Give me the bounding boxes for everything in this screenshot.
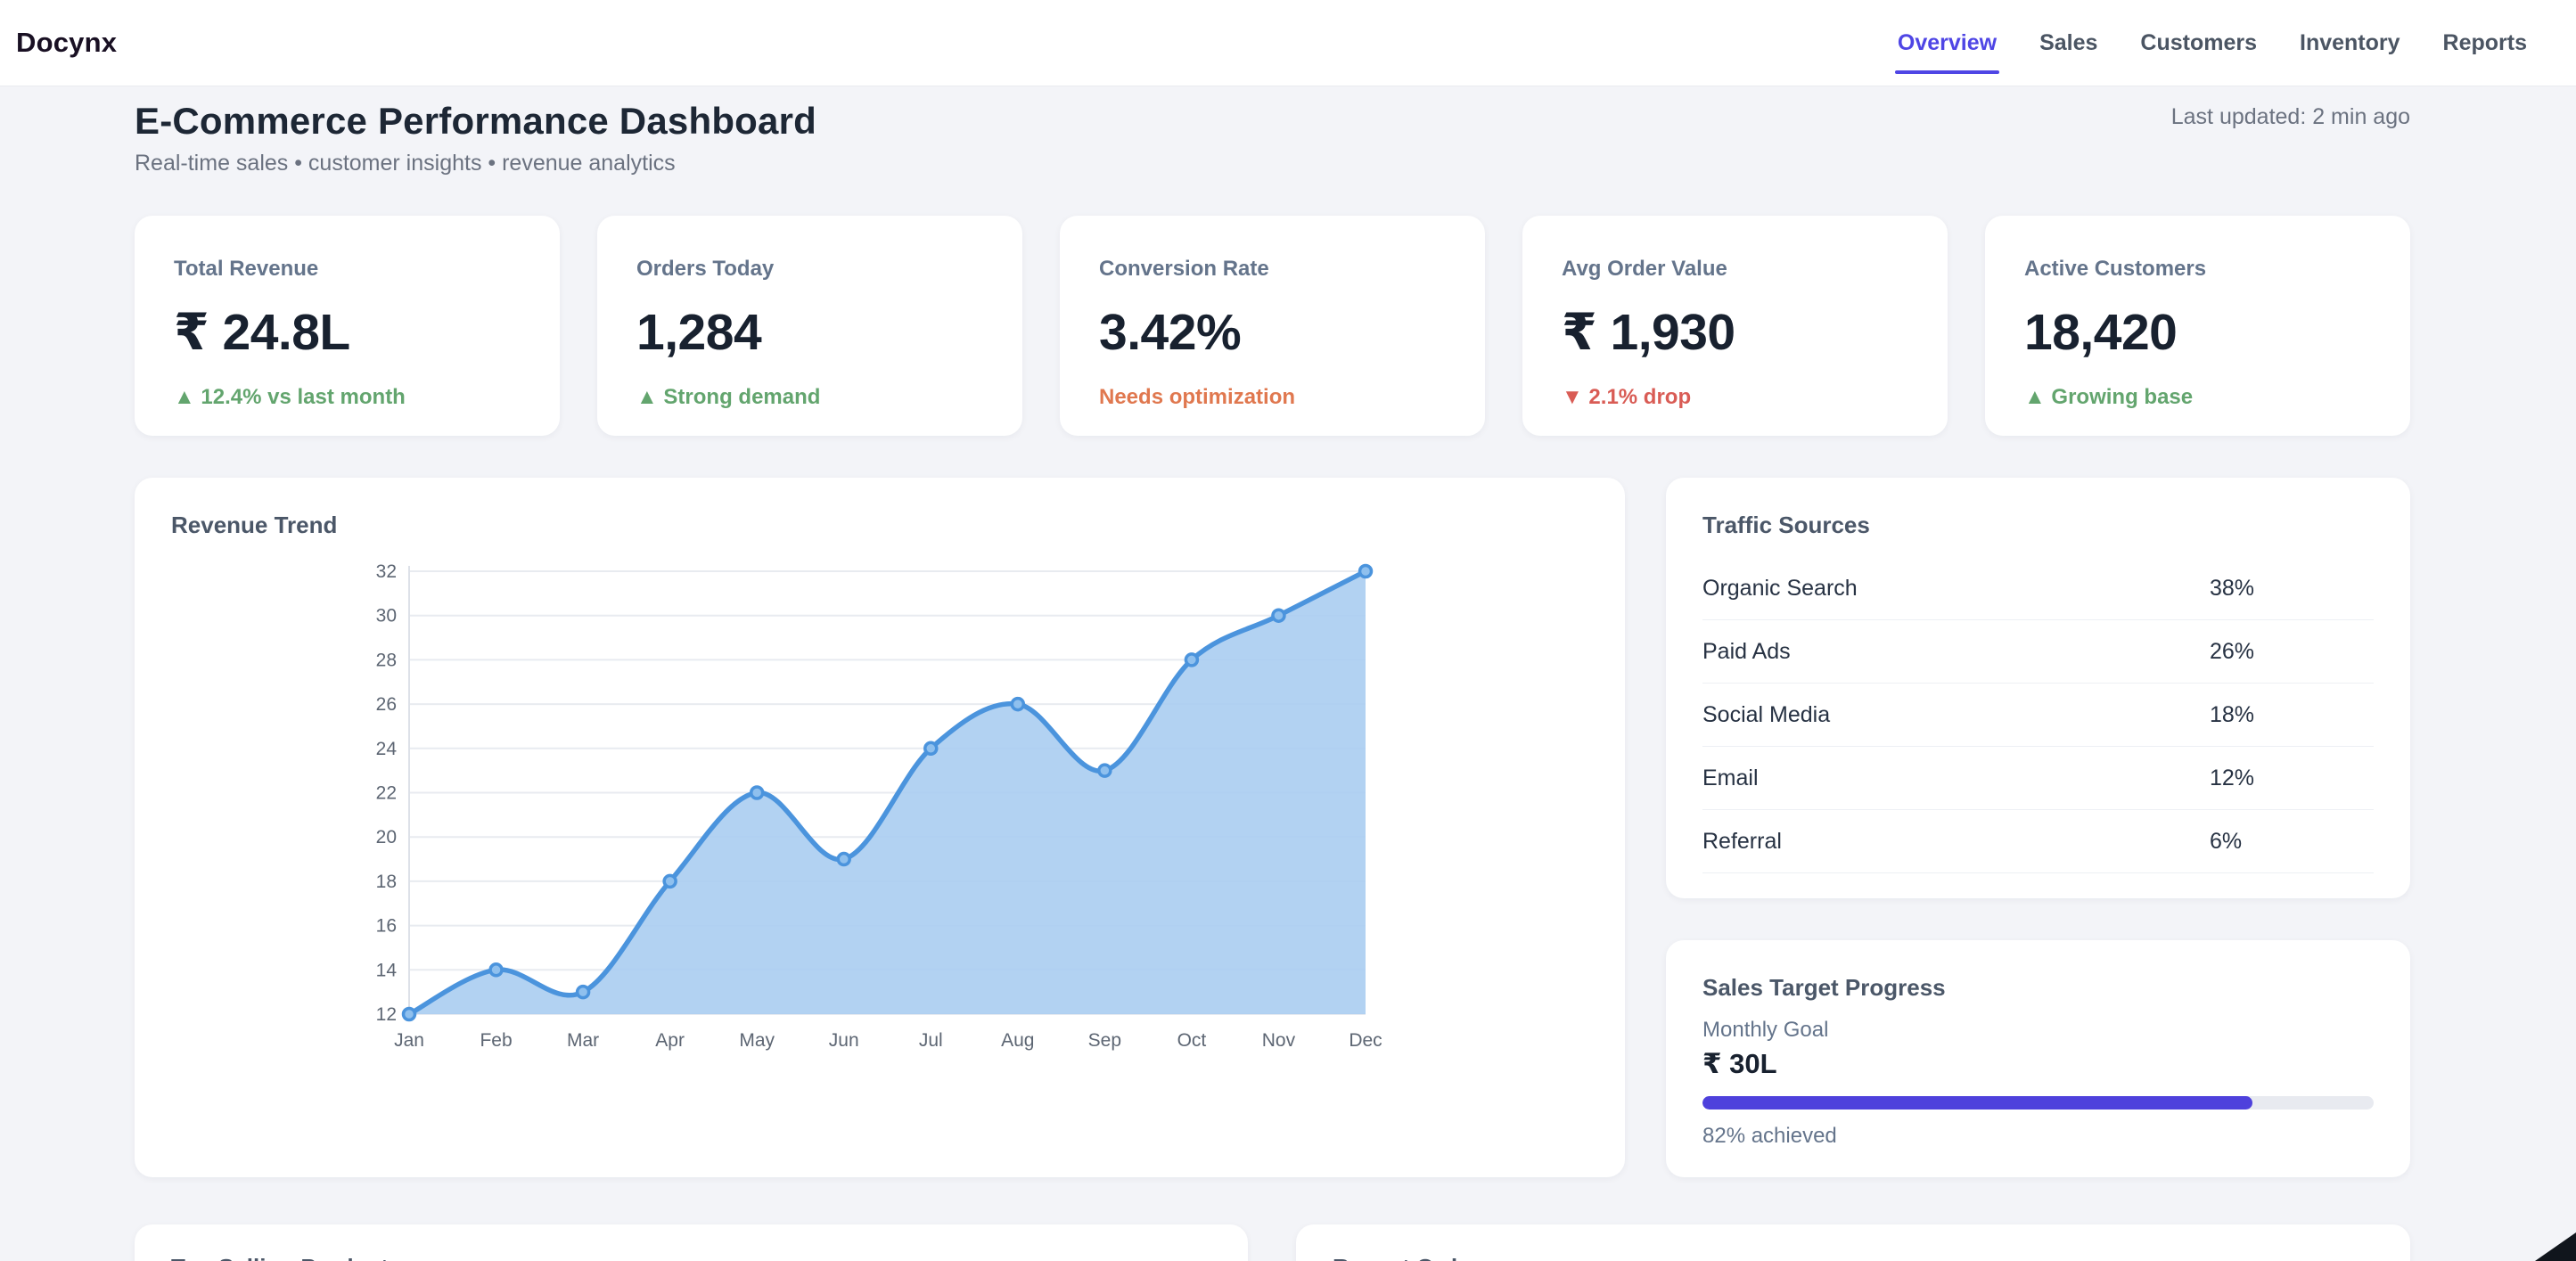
kpi-card: Orders Today 1,284 ▲ Strong demand bbox=[597, 216, 1022, 436]
traffic-source-percent: 12% bbox=[2210, 765, 2255, 790]
kpi-value: ₹ 1,930 bbox=[1562, 304, 1735, 361]
kpi-value: 1,284 bbox=[636, 304, 762, 361]
traffic-row: Referral 6% bbox=[1702, 810, 2374, 873]
top-selling-products-card: Top Selling Products bbox=[135, 1224, 1248, 1261]
revenue-trend-chart: 12 14 16 18 20 22 24 26 28 30 32 Jan Feb Mar Apr May Jun… bbox=[348, 553, 1391, 1066]
svg-text:12: 12 bbox=[376, 1004, 397, 1025]
svg-text:24: 24 bbox=[376, 739, 398, 759]
traffic-source-percent: 38% bbox=[2210, 575, 2255, 601]
traffic-source-percent: 6% bbox=[2210, 828, 2243, 854]
kpi-label: Total Revenue bbox=[174, 257, 319, 281]
traffic-source-percent: 26% bbox=[2210, 638, 2255, 664]
top-nav-bar: Docynx Overview Sales Customers Inventory Re… bbox=[0, 0, 2576, 86]
page-title: E-Commerce Performance Dashboard bbox=[135, 100, 816, 142]
traffic-sources-title: Traffic Sources bbox=[1702, 512, 1870, 538]
traffic-source-label: Organic Search bbox=[1702, 575, 1858, 601]
page-header: E-Commerce Performance Dashboard Real-ti… bbox=[135, 99, 2410, 176]
svg-text:30: 30 bbox=[376, 606, 397, 626]
top-selling-products-title: Top Selling Products bbox=[171, 1254, 1211, 1261]
last-updated-text: Last updated: 2 min ago bbox=[2170, 104, 2410, 129]
traffic-row: Email 12% bbox=[1702, 747, 2374, 810]
kpi-label: Active Customers bbox=[2024, 257, 2207, 281]
progress-bar-fill bbox=[1702, 1096, 2253, 1110]
svg-text:20: 20 bbox=[376, 827, 397, 847]
primary-nav: Overview Sales Customers Inventory Reports bbox=[1894, 29, 2527, 74]
nav-item-sales[interactable]: Sales bbox=[2039, 29, 2098, 55]
traffic-source-label: Email bbox=[1702, 765, 1759, 790]
svg-text:Nov: Nov bbox=[1262, 1030, 1296, 1051]
kpi-delta: ▲ 12.4% vs last month bbox=[174, 385, 406, 409]
nav-item-reports[interactable]: Reports bbox=[2442, 29, 2527, 55]
svg-text:14: 14 bbox=[376, 960, 398, 980]
traffic-row: Social Media 18% bbox=[1702, 684, 2374, 747]
traffic-source-label: Social Media bbox=[1702, 701, 1831, 727]
svg-text:26: 26 bbox=[376, 694, 397, 715]
traffic-source-percent: 18% bbox=[2210, 701, 2255, 727]
revenue-trend-title: Revenue Trend bbox=[171, 512, 338, 538]
sales-target-card: Sales Target Progress Monthly Goal ₹ 30L… bbox=[1666, 940, 2410, 1177]
traffic-row: Organic Search 38% bbox=[1702, 557, 2374, 620]
traffic-sources-list: Organic Search 38% Paid Ads 26% Social Media… bbox=[1702, 557, 2374, 873]
nav-item-customers[interactable]: Customers bbox=[2140, 29, 2257, 55]
svg-text:18: 18 bbox=[376, 872, 397, 892]
revenue-trend-card: Revenue Trend 12 14 16 18 20 22 24 26 28 30 32 Jan F… bbox=[135, 478, 1625, 1177]
kpi-value: ₹ 24.8L bbox=[174, 304, 350, 361]
traffic-source-label: Referral bbox=[1702, 828, 1782, 854]
kpi-card: Avg Order Value ₹ 1,930 ▼ 2.1% drop bbox=[1522, 216, 1948, 436]
kpi-card: Total Revenue ₹ 24.8L ▲ 12.4% vs last mont… bbox=[135, 216, 560, 436]
kpi-delta: Needs optimization bbox=[1099, 385, 1296, 409]
area-chart-canvas: 12 14 16 18 20 22 24 26 28 30 32 Jan Feb Mar Apr May Jun… bbox=[376, 561, 1382, 1051]
svg-text:Sep: Sep bbox=[1088, 1030, 1121, 1051]
kpi-label: Avg Order Value bbox=[1562, 257, 1727, 281]
brand-logo: Docynx bbox=[16, 27, 118, 58]
kpi-value: 18,420 bbox=[2024, 304, 2178, 361]
traffic-row: Paid Ads 26% bbox=[1702, 620, 2374, 684]
kpi-card-row: Total Revenue ₹ 24.8L ▲ 12.4% vs last mont… bbox=[135, 216, 2410, 436]
kpi-label: Conversion Rate bbox=[1099, 257, 1269, 281]
kpi-delta: ▼ 2.1% drop bbox=[1562, 385, 1692, 409]
dashboard-main: E-Commerce Performance Dashboard Real-ti… bbox=[135, 86, 2410, 1261]
svg-text:16: 16 bbox=[376, 916, 397, 937]
svg-text:Apr: Apr bbox=[655, 1030, 685, 1051]
svg-text:Jan: Jan bbox=[394, 1030, 424, 1051]
progress-achieved-label: 82% achieved bbox=[1702, 1124, 1837, 1148]
recent-orders-title: Recent Orders bbox=[1333, 1254, 2374, 1261]
kpi-delta: ▲ Strong demand bbox=[636, 385, 821, 409]
bottom-section: Top Selling Products Recent Orders bbox=[135, 1224, 2410, 1261]
svg-text:Aug: Aug bbox=[1001, 1030, 1034, 1051]
svg-text:Mar: Mar bbox=[567, 1030, 599, 1051]
middle-section: Revenue Trend 12 14 16 18 20 22 24 26 28 30 32 Jan F… bbox=[135, 478, 2410, 1177]
sales-target-title: Sales Target Progress bbox=[1702, 974, 1946, 1001]
monthly-goal-value: ₹ 30L bbox=[1702, 1048, 1777, 1079]
svg-text:Feb: Feb bbox=[480, 1030, 512, 1051]
mouse-cursor-tip bbox=[2535, 1232, 2576, 1261]
svg-text:32: 32 bbox=[376, 561, 397, 582]
svg-text:Dec: Dec bbox=[1349, 1030, 1382, 1051]
nav-item-overview[interactable]: Overview bbox=[1894, 29, 2000, 74]
recent-orders-card: Recent Orders bbox=[1296, 1224, 2410, 1261]
kpi-label: Orders Today bbox=[636, 257, 775, 281]
kpi-card: Conversion Rate 3.42% Needs optimization bbox=[1060, 216, 1485, 436]
nav-item-inventory[interactable]: Inventory bbox=[2300, 29, 2400, 55]
kpi-delta: ▲ Growing base bbox=[2024, 385, 2194, 409]
kpi-value: 3.42% bbox=[1099, 304, 1242, 361]
traffic-sources-card: Traffic Sources Organic Search 38% Paid Ad… bbox=[1666, 478, 2410, 898]
traffic-source-label: Paid Ads bbox=[1702, 638, 1791, 664]
right-column: Traffic Sources Organic Search 38% Paid Ad… bbox=[1666, 478, 2410, 1177]
svg-text:22: 22 bbox=[376, 783, 397, 804]
page-subtitle: Real-time sales • customer insights • re… bbox=[135, 151, 676, 176]
progress-bar-track bbox=[1702, 1096, 2374, 1110]
svg-text:Jun: Jun bbox=[829, 1030, 859, 1051]
svg-text:Oct: Oct bbox=[1177, 1030, 1207, 1051]
svg-text:28: 28 bbox=[376, 650, 397, 670]
kpi-card: Active Customers 18,420 ▲ Growing base bbox=[1985, 216, 2410, 436]
svg-text:Jul: Jul bbox=[919, 1030, 943, 1051]
monthly-goal-label: Monthly Goal bbox=[1702, 1018, 1829, 1042]
svg-text:May: May bbox=[739, 1030, 775, 1051]
